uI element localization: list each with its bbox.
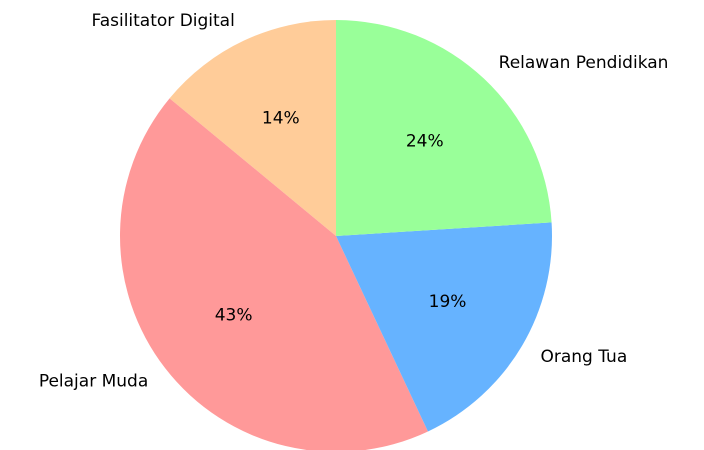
slice-label: Orang Tua bbox=[541, 347, 628, 367]
percent-label: 24% bbox=[406, 132, 444, 152]
slice-label: Pelajar Muda bbox=[39, 372, 148, 392]
percent-label: 14% bbox=[262, 109, 300, 129]
pie-slice bbox=[336, 20, 552, 236]
pie-slice bbox=[169, 20, 336, 236]
pie-slice bbox=[120, 98, 428, 450]
slice-label: Fasilitator Digital bbox=[91, 11, 234, 31]
slice-label: Relawan Pendidikan bbox=[499, 53, 669, 73]
percent-label: 43% bbox=[215, 305, 253, 325]
pie-slice bbox=[336, 222, 552, 432]
percent-label: 19% bbox=[429, 292, 467, 312]
